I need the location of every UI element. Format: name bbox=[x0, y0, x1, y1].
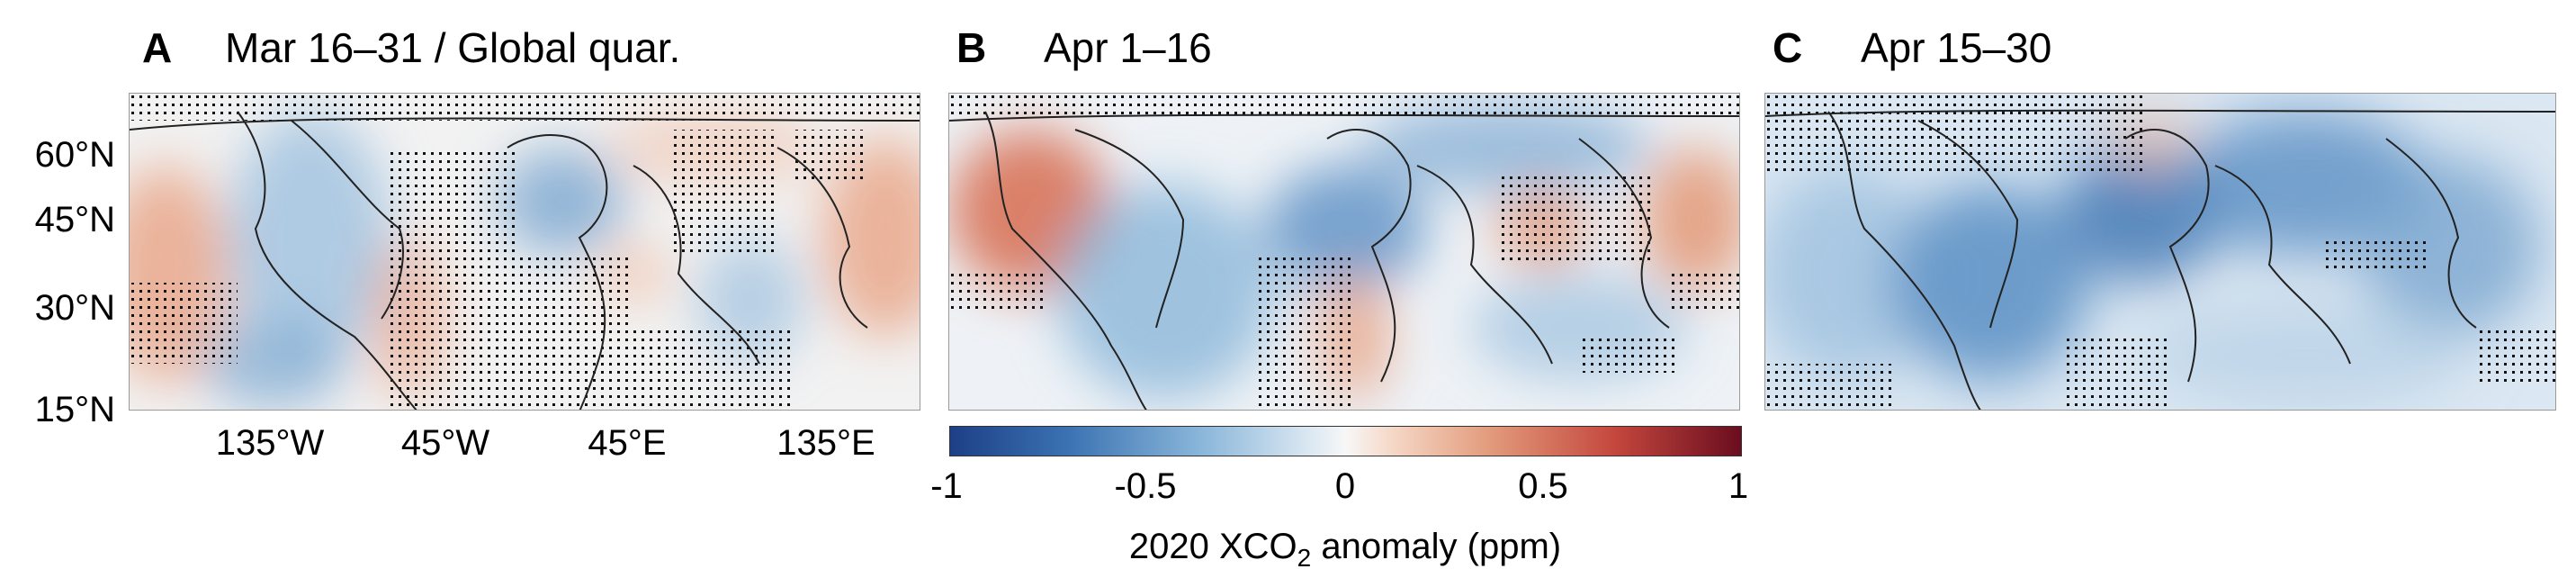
colorbar-title-suffix: anomaly (ppm) bbox=[1311, 527, 1562, 566]
colorbar-tick-neg05: -0.5 bbox=[1114, 466, 1177, 506]
colorbar-tick-0: 0 bbox=[1334, 466, 1356, 506]
colorbar-title-subscript: 2 bbox=[1297, 544, 1312, 572]
coastlines-c bbox=[1765, 109, 2555, 410]
lat-label-15n: 15°N bbox=[34, 390, 115, 429]
lon-label-45e: 45°E bbox=[588, 423, 667, 463]
colorbar-tick-1: 1 bbox=[1728, 466, 1749, 506]
colorbar-tick-neg1: -1 bbox=[930, 466, 963, 506]
panel-a-title: Mar 16–31 / Global quar. bbox=[225, 24, 681, 71]
anomaly-field-c bbox=[1765, 112, 2539, 409]
significance-stipple-c bbox=[1765, 94, 2555, 410]
lon-label-45w: 45°W bbox=[400, 423, 490, 463]
lat-label-60n: 60°N bbox=[34, 135, 115, 175]
map-panel-a bbox=[129, 93, 920, 411]
coastlines-a bbox=[130, 111, 920, 410]
colorbar bbox=[949, 426, 1742, 456]
map-panel-c bbox=[1764, 93, 2556, 411]
coastlines-b bbox=[949, 111, 1739, 410]
lon-label-135e: 135°E bbox=[776, 423, 875, 463]
panel-b-letter: B bbox=[956, 24, 987, 71]
significance-stipple-a bbox=[130, 94, 920, 409]
lat-label-30n: 30°N bbox=[34, 288, 115, 328]
panel-a-letter: A bbox=[142, 24, 173, 71]
panel-c-title: Apr 15–30 bbox=[1861, 24, 2052, 71]
panel-b-title: Apr 1–16 bbox=[1044, 24, 1212, 71]
panel-c-letter: C bbox=[1773, 24, 1803, 71]
colorbar-title-prefix: 2020 XCO bbox=[1128, 527, 1297, 566]
lat-label-45n: 45°N bbox=[34, 200, 115, 239]
lon-label-135w: 135°W bbox=[215, 423, 325, 463]
colorbar-title: 2020 XCO2 anomaly (ppm) bbox=[1129, 527, 1561, 573]
colorbar-tick-05: 0.5 bbox=[1518, 466, 1568, 506]
map-panel-b bbox=[948, 93, 1740, 411]
